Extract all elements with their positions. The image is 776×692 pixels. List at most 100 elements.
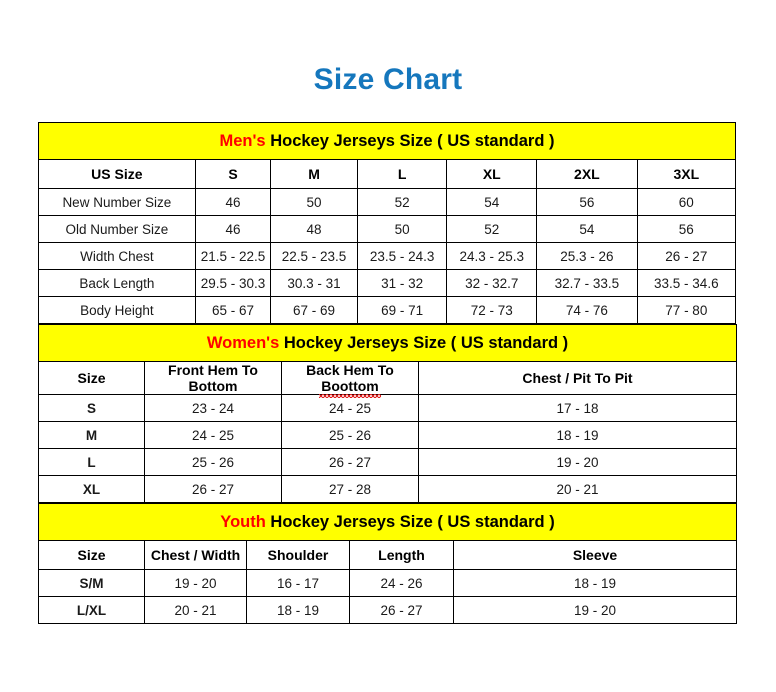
mens-cell-1-0: 46 [194, 215, 272, 243]
mens-cell-0-4: 56 [536, 188, 638, 216]
youth-banner-rest: Hockey Jerseys Size ( US standard ) [265, 512, 555, 531]
table-row: Width Chest 21.5 - 22.5 22.5 - 23.5 23.5… [38, 242, 737, 270]
table-row: S/M 19 - 20 16 - 17 24 - 26 18 - 19 [38, 569, 738, 597]
mens-cell-1-5: 56 [636, 215, 737, 243]
youth-col-header-2: Shoulder [246, 540, 350, 570]
youth-column-header-row: Size Chest / Width Shoulder Length Sleev… [38, 540, 738, 570]
size-tables-container: Men's Hockey Jerseys Size ( US standard … [37, 122, 738, 624]
youth-col-header-0: Size [38, 540, 145, 570]
mens-cell-0-3: 54 [446, 188, 538, 216]
youth-banner-accent: Youth [220, 512, 266, 531]
mens-col-header-0: US Size [38, 159, 196, 189]
mens-row-label-4: Body Height [38, 296, 196, 324]
mens-cell-1-4: 54 [536, 215, 638, 243]
table-row: Body Height 65 - 67 67 - 69 69 - 71 72 -… [38, 296, 737, 324]
mens-cell-2-3: 24.3 - 25.3 [446, 242, 538, 270]
womens-cell-1-1: 25 - 26 [281, 421, 419, 449]
mens-col-header-6: 3XL [636, 159, 737, 189]
mens-banner-rest: Hockey Jerseys Size ( US standard ) [265, 131, 555, 150]
mens-cell-0-2: 52 [356, 188, 448, 216]
youth-section-banner: Youth Hockey Jerseys Size ( US standard … [37, 503, 738, 541]
table-row: New Number Size 46 50 52 54 56 60 [38, 188, 737, 216]
mens-cell-1-3: 52 [446, 215, 538, 243]
mens-size-table: Men's Hockey Jerseys Size ( US standard … [38, 122, 737, 324]
womens-row-label-1: M [38, 421, 145, 449]
table-row: Old Number Size 46 48 50 52 54 56 [38, 215, 737, 243]
mens-banner-cell: Men's Hockey Jerseys Size ( US standard … [38, 122, 736, 160]
youth-col-header-1: Chest / Width [144, 540, 247, 570]
mens-cell-4-2: 69 - 71 [356, 296, 448, 324]
womens-size-table: Women's Hockey Jerseys Size ( US standar… [37, 324, 738, 503]
womens-column-header-row: Size Front Hem To Bottom Back Hem To Boo… [38, 361, 738, 395]
mens-cell-4-5: 77 - 80 [636, 296, 737, 324]
mens-row-label-0: New Number Size [38, 188, 196, 216]
womens-cell-3-1: 27 - 28 [281, 475, 419, 503]
youth-cell-0-3: 18 - 19 [452, 569, 738, 597]
youth-cell-0-0: 19 - 20 [144, 569, 247, 597]
womens-row-label-2: L [38, 448, 145, 476]
youth-banner-cell: Youth Hockey Jerseys Size ( US standard … [37, 503, 738, 541]
youth-cell-1-3: 19 - 20 [452, 596, 738, 624]
mens-cell-2-2: 23.5 - 24.3 [356, 242, 448, 270]
table-row: XL 26 - 27 27 - 28 20 - 21 [38, 475, 738, 503]
youth-cell-1-1: 18 - 19 [246, 596, 350, 624]
womens-banner-accent: Women's [206, 333, 280, 352]
table-row: L 25 - 26 26 - 27 19 - 20 [38, 448, 738, 476]
page-title: Size Chart [313, 63, 463, 96]
mens-cell-3-5: 33.5 - 34.6 [636, 269, 737, 297]
table-row: M 24 - 25 25 - 26 18 - 19 [38, 421, 738, 449]
table-row: Back Length 29.5 - 30.3 30.3 - 31 31 - 3… [38, 269, 737, 297]
womens-cell-3-2: 20 - 21 [417, 475, 738, 503]
womens-banner-rest: Hockey Jerseys Size ( US standard ) [279, 333, 569, 352]
womens-cell-2-0: 25 - 26 [144, 448, 282, 476]
mens-column-header-row: US Size S M L XL 2XL 3XL [38, 159, 737, 189]
womens-row-label-3: XL [38, 475, 145, 503]
mens-col-header-2: M [270, 159, 358, 189]
youth-row-label-1: L/XL [38, 596, 145, 624]
mens-cell-3-2: 31 - 32 [356, 269, 448, 297]
table-row: S 23 - 24 24 - 25 17 - 18 [38, 394, 738, 422]
mens-section-banner: Men's Hockey Jerseys Size ( US standard … [38, 122, 736, 160]
youth-cell-0-2: 24 - 26 [349, 569, 454, 597]
mens-cell-4-1: 67 - 69 [270, 296, 358, 324]
womens-cell-0-1: 24 - 25 [281, 394, 419, 422]
womens-banner-cell: Women's Hockey Jerseys Size ( US standar… [37, 324, 738, 362]
mens-col-header-3: L [356, 159, 448, 189]
youth-cell-1-0: 20 - 21 [144, 596, 247, 624]
womens-col-header-2-text: Back Hem To Boottom [282, 362, 418, 394]
womens-cell-0-2: 17 - 18 [417, 394, 738, 422]
mens-banner-accent: Men's [219, 131, 266, 150]
womens-cell-2-2: 19 - 20 [417, 448, 738, 476]
mens-col-header-5: 2XL [536, 159, 638, 189]
youth-cell-0-1: 16 - 17 [246, 569, 350, 597]
womens-col-header-0: Size [38, 361, 145, 395]
mens-cell-4-0: 65 - 67 [194, 296, 272, 324]
mens-col-header-1: S [194, 159, 272, 189]
womens-row-label-0: S [38, 394, 145, 422]
womens-col-header-2: Back Hem To Boottom [281, 361, 419, 395]
mens-cell-0-0: 46 [194, 188, 272, 216]
womens-section-banner: Women's Hockey Jerseys Size ( US standar… [37, 324, 738, 362]
womens-col-header-3: Chest / Pit To Pit [417, 361, 738, 395]
youth-col-header-4: Sleeve [452, 540, 738, 570]
mens-col-header-4: XL [446, 159, 538, 189]
mens-cell-0-5: 60 [636, 188, 737, 216]
youth-row-label-0: S/M [38, 569, 145, 597]
mens-cell-2-1: 22.5 - 23.5 [270, 242, 358, 270]
mens-cell-2-5: 26 - 27 [636, 242, 737, 270]
womens-col-header-1: Front Hem To Bottom [144, 361, 282, 395]
mens-cell-4-3: 72 - 73 [446, 296, 538, 324]
mens-cell-2-0: 21.5 - 22.5 [194, 242, 272, 270]
mens-cell-0-1: 50 [270, 188, 358, 216]
table-row: L/XL 20 - 21 18 - 19 26 - 27 19 - 20 [38, 596, 738, 624]
youth-cell-1-2: 26 - 27 [349, 596, 454, 624]
mens-cell-1-1: 48 [270, 215, 358, 243]
womens-cell-2-1: 26 - 27 [281, 448, 419, 476]
mens-cell-1-2: 50 [356, 215, 448, 243]
mens-cell-4-4: 74 - 76 [536, 296, 638, 324]
youth-col-header-3: Length [349, 540, 454, 570]
womens-cell-0-0: 23 - 24 [144, 394, 282, 422]
mens-cell-2-4: 25.3 - 26 [536, 242, 638, 270]
womens-cell-1-0: 24 - 25 [144, 421, 282, 449]
